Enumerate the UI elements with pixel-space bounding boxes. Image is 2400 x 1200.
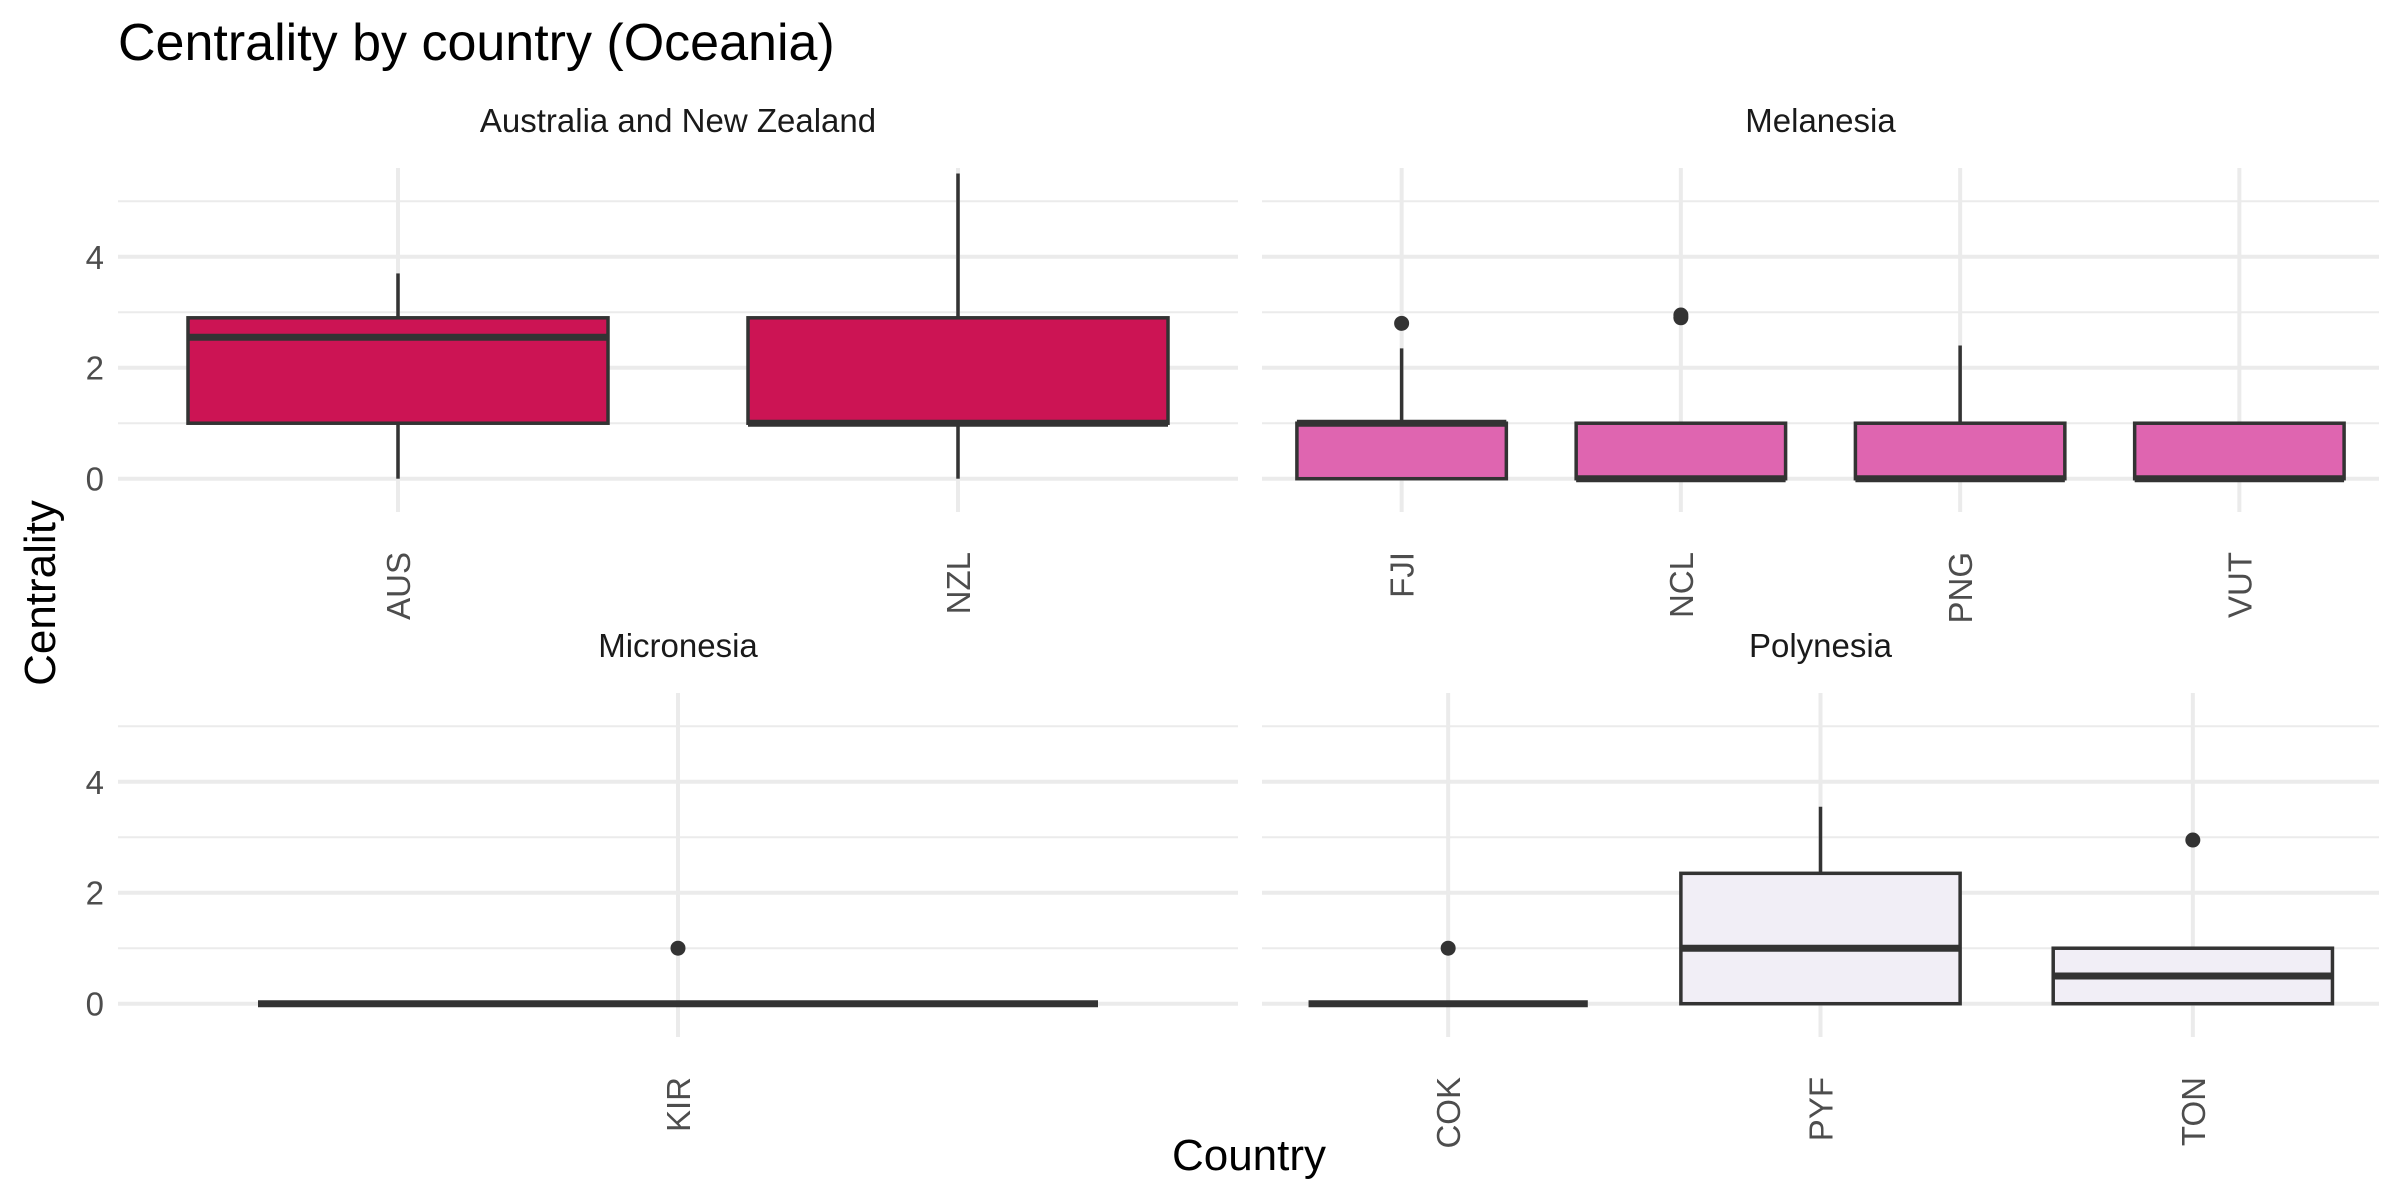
y-tick-label: 0: [86, 986, 104, 1023]
facet-panels: Australia and New Zealand 0 2 4 AUS NZL Melane…: [86, 102, 2379, 1149]
facet-strip-label: Melanesia: [1745, 102, 1896, 139]
box-kir: [258, 940, 1098, 1008]
facet-panel: Melanesia FJI NCL PNG VUT: [1262, 102, 2379, 624]
box-nzl: [746, 173, 1170, 479]
x-tick-label: KIR: [660, 1077, 697, 1132]
x-tick-label: NZL: [940, 552, 977, 614]
x-tick-label: NCL: [1663, 552, 1700, 618]
box-body: [2132, 421, 2346, 481]
x-tick-label: PYF: [1803, 1077, 1840, 1141]
x-axis-title: Country: [1172, 1131, 1326, 1180]
box-body: [1853, 421, 2067, 481]
outlier-point: [1394, 315, 1410, 331]
x-tick-label: FJI: [1384, 552, 1421, 598]
y-tick-label: 4: [86, 764, 104, 801]
x-tick-label: COK: [1430, 1077, 1467, 1149]
outlier-point: [1673, 307, 1689, 323]
y-axis-title: Centrality: [16, 500, 65, 686]
y-tick-label: 2: [86, 875, 104, 912]
box-aus: [186, 273, 610, 479]
facet-strip-label: Polynesia: [1749, 627, 1893, 664]
outlier-point: [670, 940, 686, 956]
box-body: [1679, 871, 1962, 1006]
facet-strip-label: Australia and New Zealand: [480, 102, 876, 139]
box-body: [746, 316, 1170, 425]
box-body: [186, 316, 610, 425]
box-body: [1295, 421, 1509, 481]
outlier-point: [1440, 940, 1456, 956]
facet-panel: Polynesia COK PYF TON: [1262, 627, 2379, 1149]
x-tick-label: TON: [2175, 1077, 2212, 1146]
box-cok: [1308, 940, 1588, 1008]
box-vut: [2132, 421, 2346, 483]
x-tick-label: VUT: [2221, 552, 2258, 618]
box-ncl: [1574, 307, 1788, 483]
outlier-point: [2185, 832, 2201, 848]
facet-panel: Micronesia 0 2 4 KIR: [86, 627, 1238, 1132]
box-fji: [1295, 315, 1509, 481]
y-tick-label: 4: [86, 239, 104, 276]
box-pyf: [1679, 806, 1962, 1006]
x-tick-label: AUS: [380, 552, 417, 620]
facet-strip-label: Micronesia: [598, 627, 758, 664]
box-body: [1574, 421, 1788, 481]
facet-panel: Australia and New Zealand 0 2 4 AUS NZL: [86, 102, 1238, 620]
y-tick-label: 2: [86, 350, 104, 387]
chart-title: Centrality by country (Oceania): [118, 14, 835, 72]
x-tick-label: PNG: [1942, 552, 1979, 624]
box-png: [1853, 345, 2067, 483]
box-ton: [2051, 832, 2335, 1006]
y-tick-label: 0: [86, 461, 104, 498]
